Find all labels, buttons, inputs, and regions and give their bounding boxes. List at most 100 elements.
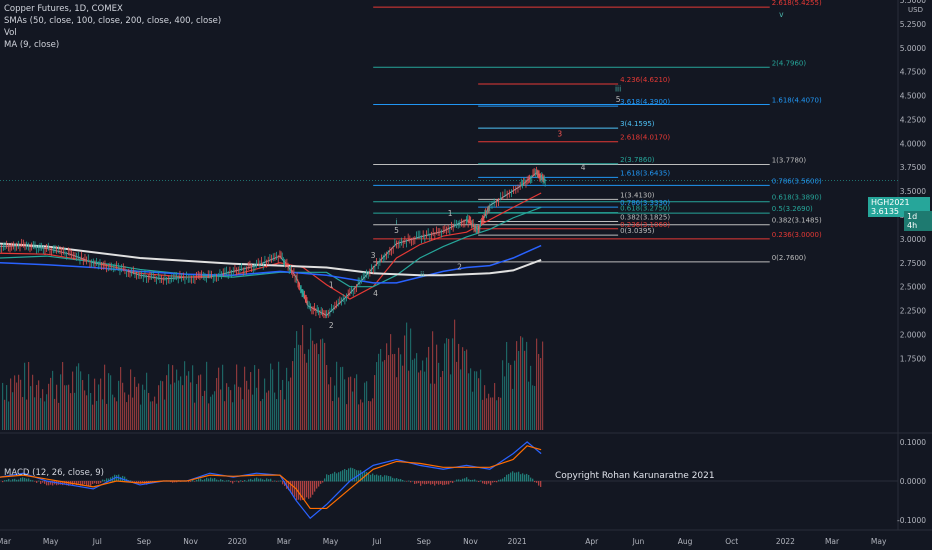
volume-bar xyxy=(82,380,84,430)
chart-title[interactable]: Copper Futures, 1D, COMEX xyxy=(4,4,123,14)
volume-bar xyxy=(264,378,266,430)
copyright-text: Copyright Rohan Karunaratne 2021 xyxy=(555,471,715,481)
volume-bar xyxy=(242,399,244,430)
volume-bar xyxy=(272,369,274,430)
macd-histogram-bar xyxy=(338,472,340,482)
macd-histogram-bar xyxy=(4,480,6,482)
macd-histogram-bar xyxy=(416,481,418,484)
macd-histogram-bar xyxy=(396,478,398,482)
volume-bar xyxy=(392,354,394,430)
macd-histogram-bar xyxy=(102,479,104,482)
macd-histogram-bar xyxy=(334,471,336,482)
macd-histogram-bar xyxy=(380,475,382,482)
wave-label: v xyxy=(779,10,784,19)
macd-histogram-bar xyxy=(2,481,4,483)
macd-histogram-bar xyxy=(314,481,316,492)
volume-bar xyxy=(98,384,100,430)
macd-histogram-bar xyxy=(482,481,484,484)
macd-histogram-bar xyxy=(330,474,332,482)
projection-level-label: 0(3.0395) xyxy=(620,227,655,235)
volume-bar xyxy=(148,392,150,430)
volume-bar xyxy=(68,384,70,430)
time-tick-label: Aug xyxy=(678,537,693,546)
volume-bar xyxy=(32,374,34,430)
volume-bar xyxy=(284,399,286,430)
macd-histogram-bar xyxy=(502,478,504,482)
time-tick-label: Nov xyxy=(463,537,478,546)
macd-histogram-bar xyxy=(324,478,326,482)
volume-bar xyxy=(262,398,264,430)
macd-histogram-bar xyxy=(8,478,10,482)
macd-histogram-bar xyxy=(194,481,196,482)
macd-histogram-bar xyxy=(332,473,334,482)
projection-level-label: 0.236(3.0000) xyxy=(772,231,822,239)
countdown-label: 1d 4h xyxy=(904,211,932,231)
volume-bar xyxy=(144,389,146,430)
volume-bar xyxy=(124,392,126,430)
volume-bar xyxy=(410,328,412,430)
macd-histogram-bar xyxy=(492,481,494,483)
macd-histogram-bar xyxy=(256,477,258,482)
macd-histogram-bar xyxy=(132,481,134,483)
volume-bar xyxy=(276,399,278,430)
volume-bar xyxy=(534,385,536,430)
macd-histogram-bar xyxy=(188,481,190,483)
volume-bar xyxy=(60,374,62,430)
volume-bar xyxy=(240,387,242,430)
macd-histogram-bar xyxy=(46,481,48,486)
volume-bar xyxy=(444,343,446,430)
volume-bar xyxy=(254,365,256,430)
projection-level-label: 2.618(4.0170) xyxy=(620,134,670,142)
volume-bar xyxy=(140,404,142,430)
projection-level-label: 0.236(3.1060) xyxy=(620,221,670,229)
macd-histogram-bar xyxy=(98,481,100,484)
volume-bar xyxy=(126,402,128,430)
volume-bar xyxy=(516,341,518,430)
macd-histogram-bar xyxy=(384,475,386,482)
macd-histogram-bar xyxy=(436,481,438,484)
ma-legend[interactable]: MA (9, close) xyxy=(4,40,60,50)
macd-histogram-bar xyxy=(198,478,200,482)
macd-histogram-bar xyxy=(264,479,266,482)
volume-legend[interactable]: Vol xyxy=(4,28,17,38)
macd-histogram-bar xyxy=(280,480,282,482)
sma-legend[interactable]: SMAs (50, close, 100, close, 200, close,… xyxy=(4,16,222,26)
macd-tick-label: 0.0000 xyxy=(900,477,926,486)
projection-level-label: 3.618(4.3900) xyxy=(620,98,670,106)
volume-bar xyxy=(380,349,382,430)
volume-bar xyxy=(146,372,148,430)
projection-level-label: 0.382(3.1485) xyxy=(772,217,822,225)
volume-bar xyxy=(462,347,464,430)
volume-bar xyxy=(484,385,486,430)
macd-histogram-bar xyxy=(434,481,436,486)
volume-bar xyxy=(158,385,160,430)
macd-histogram-bar xyxy=(22,477,24,482)
macd-histogram-bar xyxy=(302,481,304,500)
macd-histogram-bar xyxy=(504,477,506,482)
volume-bar xyxy=(460,369,462,430)
price-tick-label: 3.0000 xyxy=(900,235,926,244)
macd-histogram-bar xyxy=(208,478,210,482)
macd-histogram-bar xyxy=(172,481,174,483)
macd-histogram-bar xyxy=(462,478,464,482)
volume-bar xyxy=(406,322,408,430)
macd-histogram-bar xyxy=(90,481,92,486)
macd-histogram-bar xyxy=(336,473,338,482)
volume-bar xyxy=(452,338,454,430)
macd-histogram-bar xyxy=(340,471,342,482)
macd-histogram-bar xyxy=(274,480,276,482)
macd-histogram-bar xyxy=(470,480,472,482)
volume-bar xyxy=(536,338,538,430)
projection-level-label: 1.618(3.6435) xyxy=(620,169,670,177)
volume-bar xyxy=(430,383,432,430)
macd-legend[interactable]: MACD (12, 26, close, 9) xyxy=(4,468,104,478)
volume-bar xyxy=(416,353,418,430)
macd-histogram-bar xyxy=(232,481,234,484)
volume-bar xyxy=(542,341,544,430)
macd-histogram-bar xyxy=(448,481,450,485)
macd-histogram-bar xyxy=(372,473,374,482)
volume-bar xyxy=(390,334,392,430)
volume-bar xyxy=(436,344,438,430)
macd-histogram-bar xyxy=(52,481,54,486)
